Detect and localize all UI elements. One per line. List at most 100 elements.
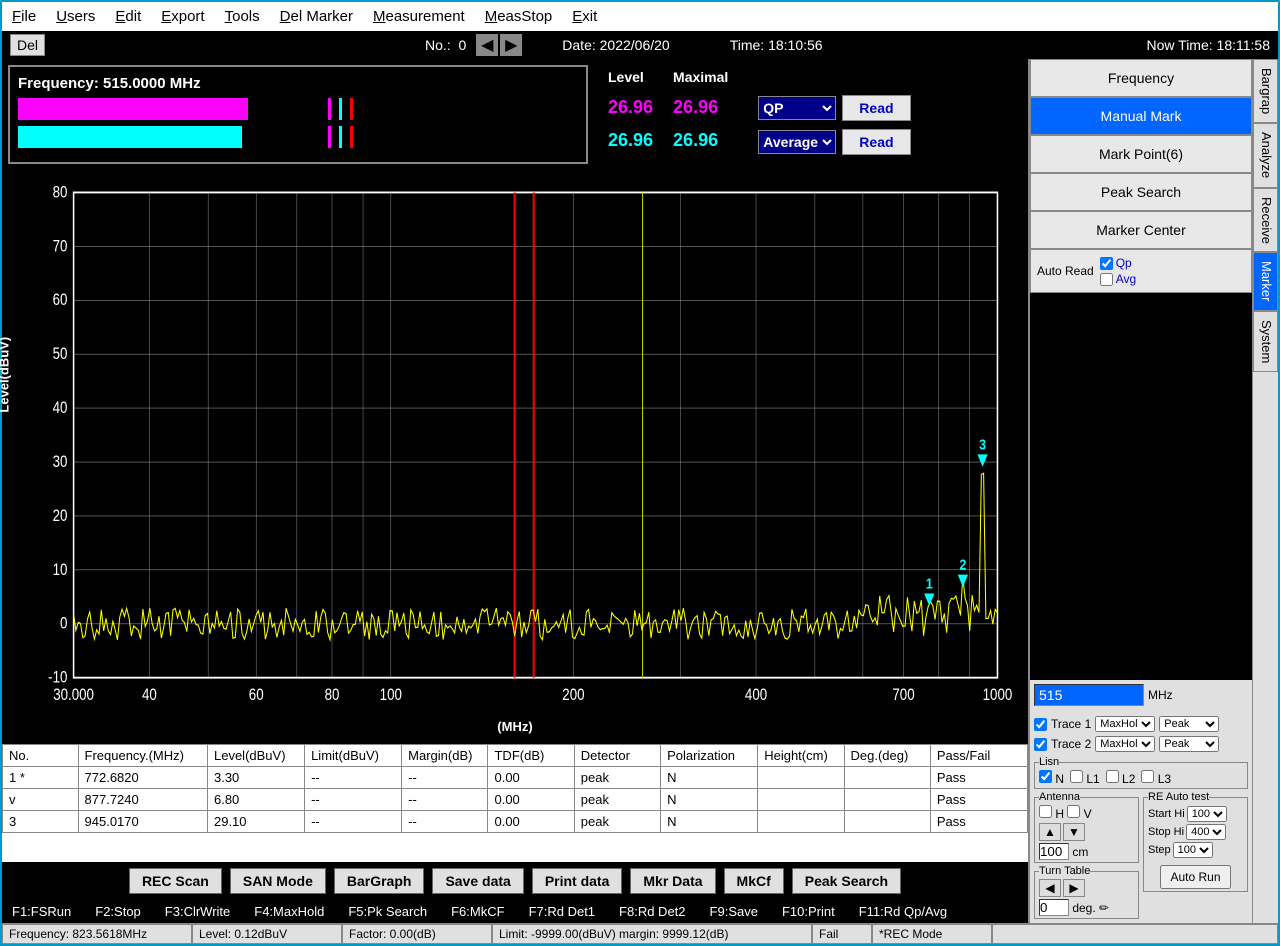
frequency-button[interactable]: Frequency: [1030, 59, 1252, 97]
peak-search-button[interactable]: Peak Search: [1030, 173, 1252, 211]
svg-text:10: 10: [53, 562, 68, 579]
col-passfail[interactable]: Pass/Fail: [930, 745, 1027, 767]
save-data-button[interactable]: Save data: [432, 868, 523, 894]
trace2-det-select[interactable]: Peak: [1159, 736, 1219, 752]
frequency-box: Frequency: 515.0000 MHz: [8, 65, 588, 164]
col-degdeg[interactable]: Deg.(deg): [844, 745, 930, 767]
status-bar: Frequency: 823.5618MHz Level: 0.12dBuV F…: [2, 923, 1278, 944]
turntable-group: Turn Table◀▶ deg. ✏: [1034, 865, 1139, 919]
marker-center-button[interactable]: Marker Center: [1030, 211, 1252, 249]
start-hi-select[interactable]: 100: [1187, 806, 1227, 822]
re-autotest-group: RE Auto testStart Hi100Stop Hi400Step100…: [1143, 791, 1248, 892]
turn-right-icon[interactable]: ▶: [1063, 879, 1085, 897]
menu-measstop[interactable]: MeasStop: [485, 8, 553, 25]
tab-marker[interactable]: Marker: [1253, 252, 1278, 310]
rec-scan-button[interactable]: REC Scan: [129, 868, 222, 894]
spectrum-chart[interactable]: Level(dBuV) -100102030405060708030.00040…: [2, 170, 1028, 715]
col-limitdbuv[interactable]: Limit(dBuV): [305, 745, 402, 767]
eraser-icon[interactable]: ✏: [1099, 901, 1109, 915]
frequency-input[interactable]: [1034, 684, 1144, 706]
table-row[interactable]: 1 *772.68203.30----0.00peakNPass: [3, 767, 1028, 789]
frequency-title: Frequency: 515.0000 MHz: [18, 75, 578, 92]
col-polarization[interactable]: Polarization: [661, 745, 758, 767]
print-data-button[interactable]: Print data: [532, 868, 623, 894]
col-tdfdb[interactable]: TDF(dB): [488, 745, 574, 767]
stop-hi-select[interactable]: 400: [1186, 824, 1226, 840]
menu-tools[interactable]: Tools: [225, 8, 260, 25]
frequency-input-unit: MHz: [1148, 688, 1173, 702]
menu-exit[interactable]: Exit: [572, 8, 597, 25]
ant-height-input[interactable]: [1039, 843, 1069, 860]
ant-h-checkbox[interactable]: [1039, 805, 1052, 818]
manual-mark-button[interactable]: Manual Mark: [1030, 97, 1252, 135]
svg-text:40: 40: [142, 687, 157, 704]
peak-search-button[interactable]: Peak Search: [792, 868, 901, 894]
menu-del-marker[interactable]: Del Marker: [280, 8, 353, 25]
menu-users[interactable]: Users: [56, 8, 95, 25]
level-header: Level: [608, 69, 653, 85]
detector-select-2[interactable]: Average: [758, 130, 836, 154]
col-no[interactable]: No.: [3, 745, 79, 767]
turn-left-icon[interactable]: ◀: [1039, 879, 1061, 897]
auto-run-button[interactable]: Auto Run: [1160, 865, 1230, 889]
read-button-1[interactable]: Read: [842, 95, 910, 121]
step-select[interactable]: 100: [1173, 842, 1213, 858]
bargraph-button[interactable]: BarGraph: [334, 868, 425, 894]
san-mode-button[interactable]: SAN Mode: [230, 868, 326, 894]
table-row[interactable]: v877.72406.80----0.00peakNPass: [3, 789, 1028, 811]
read-button-2[interactable]: Read: [842, 129, 910, 155]
qp-checkbox[interactable]: [1100, 257, 1113, 270]
lisn-L3-checkbox[interactable]: [1141, 770, 1154, 783]
avg-checkbox[interactable]: [1100, 273, 1113, 286]
tab-bargrap[interactable]: Bargrap: [1253, 59, 1278, 123]
mkr-data-button[interactable]: Mkr Data: [630, 868, 715, 894]
trace1-det-select[interactable]: Peak: [1159, 716, 1219, 732]
tab-system[interactable]: System: [1253, 311, 1278, 372]
trace1-mode-select[interactable]: MaxHold: [1095, 716, 1155, 732]
trace2-mode-select[interactable]: MaxHold: [1095, 736, 1155, 752]
nav-next-icon[interactable]: ▶: [500, 34, 522, 56]
turn-deg-input[interactable]: [1039, 899, 1069, 916]
col-heightcm[interactable]: Height(cm): [758, 745, 844, 767]
max-avg-value: 26.96: [673, 130, 728, 151]
svg-text:60: 60: [249, 687, 264, 704]
fnkey: F10:Print: [782, 904, 835, 919]
lisn-group: Lisn N L1 L2 L3: [1034, 756, 1248, 789]
lisn-L1-checkbox[interactable]: [1070, 770, 1083, 783]
status-limit: Limit: -9999.00(dBuV) margin: 9999.12(dB…: [492, 924, 812, 944]
trace1-checkbox[interactable]: [1034, 718, 1047, 731]
ant-down-icon[interactable]: ▼: [1063, 823, 1085, 841]
ant-up-icon[interactable]: ▲: [1039, 823, 1061, 841]
svg-text:80: 80: [325, 687, 340, 704]
col-frequencymhz[interactable]: Frequency.(MHz): [78, 745, 207, 767]
fnkey: F3:ClrWrite: [165, 904, 230, 919]
lisn-L2-checkbox[interactable]: [1106, 770, 1119, 783]
mkcf-button[interactable]: MkCf: [724, 868, 784, 894]
svg-text:2: 2: [959, 557, 966, 573]
tab-receive[interactable]: Receive: [1253, 188, 1278, 253]
menu-export[interactable]: Export: [161, 8, 204, 25]
col-leveldbuv[interactable]: Level(dBuV): [207, 745, 304, 767]
ant-v-checkbox[interactable]: [1067, 805, 1080, 818]
detector-select-1[interactable]: QP: [758, 96, 836, 120]
lisn-N-checkbox[interactable]: [1039, 770, 1052, 783]
del-button[interactable]: Del: [10, 34, 45, 56]
chart-xlabel: (MHz): [2, 715, 1028, 742]
fnkey: F6:MkCF: [451, 904, 504, 919]
tab-analyze[interactable]: Analyze: [1253, 123, 1278, 187]
col-margindb[interactable]: Margin(dB): [402, 745, 488, 767]
menu-measurement[interactable]: Measurement: [373, 8, 465, 25]
menu-file[interactable]: File: [12, 8, 36, 25]
marker-table[interactable]: No.Frequency.(MHz)Level(dBuV)Limit(dBuV)…: [2, 742, 1028, 862]
svg-text:40: 40: [53, 400, 68, 417]
trace2-checkbox[interactable]: [1034, 738, 1047, 751]
menu-edit[interactable]: Edit: [115, 8, 141, 25]
maximal-header: Maximal: [673, 69, 728, 85]
nav-prev-icon[interactable]: ◀: [476, 34, 498, 56]
col-detector[interactable]: Detector: [574, 745, 660, 767]
table-row[interactable]: 3945.017029.10----0.00peakNPass: [3, 811, 1028, 833]
mark-point----button[interactable]: Mark Point(6): [1030, 135, 1252, 173]
svg-text:50: 50: [53, 346, 68, 363]
time-label: Time:: [730, 37, 764, 53]
trace1-label: Trace 1: [1051, 717, 1091, 731]
